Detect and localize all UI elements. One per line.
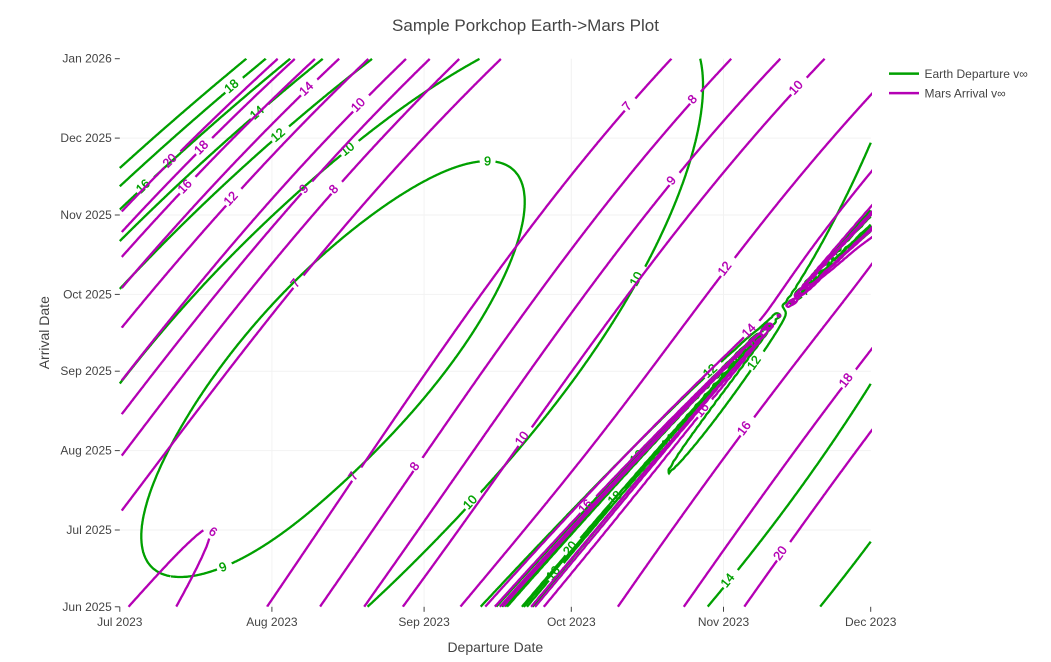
svg-text:Sample Porkchop Earth->Mars Pl: Sample Porkchop Earth->Mars Plot [392,16,659,35]
svg-text:Jul 2023: Jul 2023 [97,615,143,629]
svg-text:Oct 2023: Oct 2023 [547,615,596,629]
svg-text:Jan 2026: Jan 2026 [62,52,112,66]
svg-text:Arrival Date: Arrival Date [36,296,52,369]
svg-text:Dec 2025: Dec 2025 [60,131,112,145]
svg-text:Nov 2025: Nov 2025 [60,208,112,222]
svg-text:Oct 2025: Oct 2025 [63,287,112,301]
svg-text:9: 9 [484,154,491,168]
svg-text:Sep 2023: Sep 2023 [398,615,450,629]
svg-text:Sep 2025: Sep 2025 [60,364,112,378]
svg-text:Aug 2023: Aug 2023 [246,615,298,629]
svg-text:10: 10 [627,269,646,288]
svg-text:Mars Arrival v∞: Mars Arrival v∞ [925,86,1006,100]
svg-text:Nov 2023: Nov 2023 [698,615,750,629]
svg-text:Dec 2023: Dec 2023 [845,615,897,629]
svg-text:Departure Date: Departure Date [447,639,543,655]
svg-text:Earth Departure v∞: Earth Departure v∞ [925,67,1028,81]
svg-text:Jul 2025: Jul 2025 [66,523,112,537]
svg-text:20: 20 [771,543,790,562]
svg-text:Jun 2025: Jun 2025 [62,600,112,614]
svg-text:Aug 2025: Aug 2025 [60,444,112,458]
